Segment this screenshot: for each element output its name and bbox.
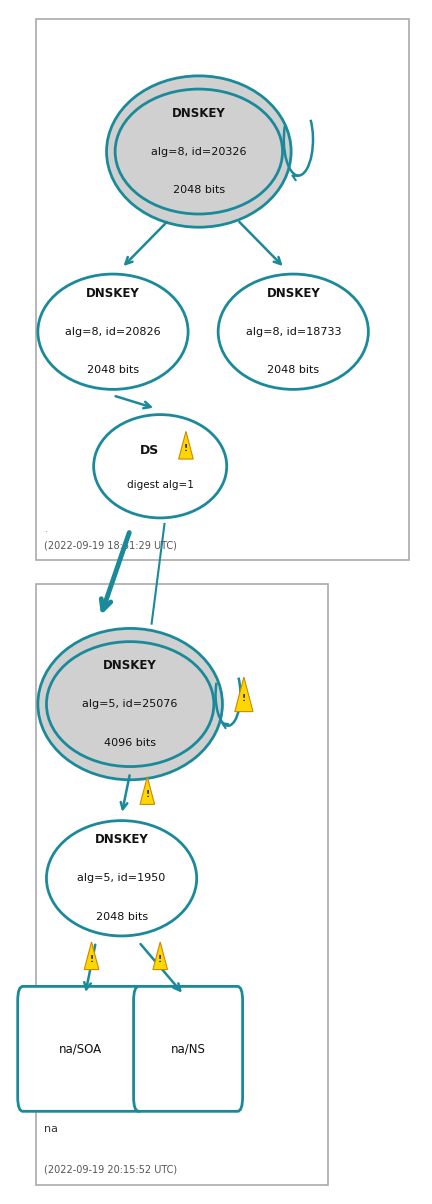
Text: 2048 bits: 2048 bits xyxy=(267,365,319,376)
Ellipse shape xyxy=(94,414,227,518)
Text: DNSKEY: DNSKEY xyxy=(267,287,320,300)
Polygon shape xyxy=(179,431,193,459)
FancyBboxPatch shape xyxy=(133,986,243,1111)
Text: 2048 bits: 2048 bits xyxy=(87,365,139,376)
Text: na: na xyxy=(44,1125,58,1134)
Text: DNSKEY: DNSKEY xyxy=(95,833,149,846)
FancyBboxPatch shape xyxy=(36,19,409,560)
Text: DNSKEY: DNSKEY xyxy=(172,107,226,119)
FancyBboxPatch shape xyxy=(36,584,327,1185)
Text: 2048 bits: 2048 bits xyxy=(173,185,225,195)
Text: !: ! xyxy=(89,955,94,963)
Text: alg=8, id=20826: alg=8, id=20826 xyxy=(65,326,161,337)
Ellipse shape xyxy=(115,89,283,214)
Text: na/NS: na/NS xyxy=(171,1043,206,1056)
Ellipse shape xyxy=(107,76,291,228)
Ellipse shape xyxy=(38,275,188,389)
Text: DNSKEY: DNSKEY xyxy=(86,287,140,300)
Text: !: ! xyxy=(145,790,149,798)
Polygon shape xyxy=(84,942,99,969)
Text: alg=8, id=18733: alg=8, id=18733 xyxy=(245,326,341,337)
Ellipse shape xyxy=(218,275,368,389)
Ellipse shape xyxy=(47,821,197,936)
Text: !: ! xyxy=(242,695,246,703)
Polygon shape xyxy=(153,942,168,969)
Polygon shape xyxy=(140,777,155,804)
Text: alg=5, id=1950: alg=5, id=1950 xyxy=(77,873,166,884)
Text: na/SOA: na/SOA xyxy=(59,1043,102,1056)
Text: alg=5, id=25076: alg=5, id=25076 xyxy=(83,700,178,709)
Text: 4096 bits: 4096 bits xyxy=(104,738,156,748)
Text: !: ! xyxy=(184,444,188,453)
Text: digest alg=1: digest alg=1 xyxy=(127,480,194,490)
Text: (2022-09-19 20:15:52 UTC): (2022-09-19 20:15:52 UTC) xyxy=(44,1165,178,1175)
Ellipse shape xyxy=(47,642,214,767)
Text: DNSKEY: DNSKEY xyxy=(103,659,157,672)
Text: .: . xyxy=(44,525,47,533)
Text: (2022-09-19 18:51:29 UTC): (2022-09-19 18:51:29 UTC) xyxy=(44,541,177,550)
Text: 2048 bits: 2048 bits xyxy=(95,911,148,922)
Text: !: ! xyxy=(158,955,162,963)
Ellipse shape xyxy=(38,628,222,780)
Text: DS: DS xyxy=(140,444,159,458)
FancyBboxPatch shape xyxy=(18,986,144,1111)
Polygon shape xyxy=(235,677,253,712)
Text: alg=8, id=20326: alg=8, id=20326 xyxy=(151,147,247,157)
